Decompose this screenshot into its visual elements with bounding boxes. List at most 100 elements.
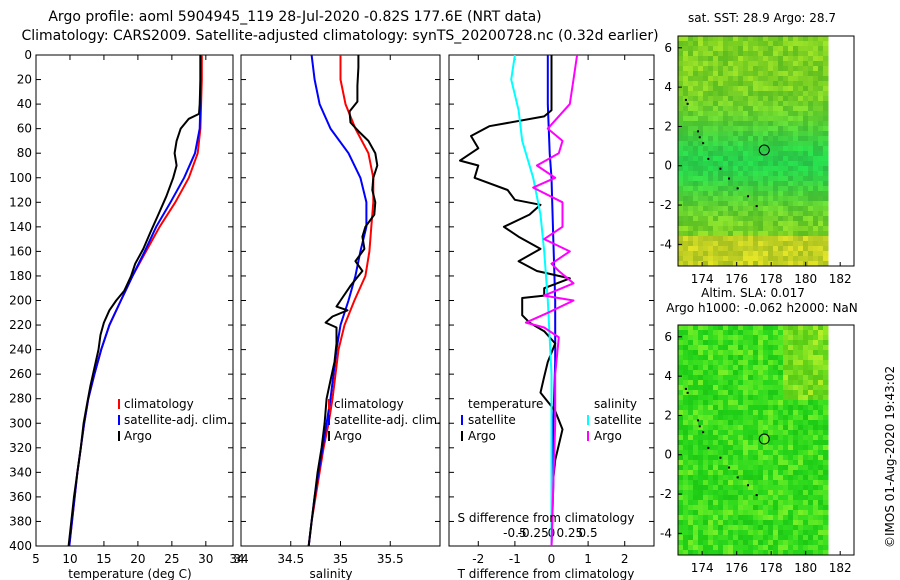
map-cell [708, 465, 714, 471]
map-cell [743, 211, 749, 217]
map-cell [708, 261, 714, 267]
map-cell [738, 156, 744, 162]
map-cell [748, 161, 754, 167]
map-cell [733, 41, 739, 47]
map-cell [688, 206, 694, 212]
map-cell [778, 81, 784, 87]
map-cell [713, 365, 719, 371]
map-cell [713, 71, 719, 77]
map-cell [703, 151, 709, 157]
map-cell [703, 370, 709, 376]
map-cell [818, 131, 824, 137]
map-cell [708, 131, 714, 137]
map-cell [813, 241, 819, 247]
map-cell [773, 226, 779, 232]
map-cell [693, 166, 699, 172]
map-cell [773, 350, 779, 356]
map-cell [768, 71, 774, 77]
map-cell [693, 410, 699, 416]
map-cell [743, 171, 749, 177]
map-cell [708, 520, 714, 526]
map-cell [763, 425, 769, 431]
map-cell [748, 146, 754, 152]
map-cell [723, 91, 729, 97]
map-cell [788, 41, 794, 47]
map-cell [788, 325, 794, 331]
float-position-marker [758, 144, 770, 156]
map-cell [813, 475, 819, 481]
map-cell [748, 520, 754, 526]
map-cell [713, 435, 719, 441]
map-cell [788, 525, 794, 531]
map-cell [738, 455, 744, 461]
map-cell [723, 440, 729, 446]
map-cell [698, 530, 704, 536]
map-cell [813, 450, 819, 456]
map-cell [678, 440, 684, 446]
map-cell [708, 475, 714, 481]
map-cell [758, 435, 764, 441]
map-cell [753, 91, 759, 97]
map-cell [728, 136, 734, 142]
map-cell [708, 171, 714, 177]
map-cell [738, 500, 744, 506]
map-cell [748, 126, 754, 132]
map-cell [723, 121, 729, 127]
map-cell [728, 470, 734, 476]
map-cell [713, 395, 719, 401]
map-cell [813, 410, 819, 416]
map-cell [758, 515, 764, 521]
map-cell [783, 530, 789, 536]
map-cell [698, 500, 704, 506]
map-cell [818, 221, 824, 227]
map-cell [698, 390, 704, 396]
map-cell [818, 540, 824, 546]
map-cell [823, 515, 829, 521]
map-cell [683, 256, 689, 262]
map-cell [703, 41, 709, 47]
map-cell [778, 505, 784, 511]
map-cell [688, 380, 694, 386]
map-cell [738, 251, 744, 257]
map-cell [778, 375, 784, 381]
map-cell [793, 176, 799, 182]
map-cell [818, 76, 824, 82]
map-cell [753, 435, 759, 441]
map-cell [743, 455, 749, 461]
map-cell [813, 196, 819, 202]
map-cell [698, 395, 704, 401]
map-cell [748, 256, 754, 262]
map-cell [703, 530, 709, 536]
map-cell [753, 226, 759, 232]
map-cell [753, 171, 759, 177]
map-cell [813, 550, 819, 556]
map-cell [788, 221, 794, 227]
map-cell [808, 325, 814, 331]
map-cell [733, 470, 739, 476]
map-cell [688, 355, 694, 361]
map-cell [713, 106, 719, 112]
map-cell [758, 505, 764, 511]
map-cell [688, 475, 694, 481]
map-cell [743, 330, 749, 336]
map-cell [708, 151, 714, 157]
map-cell [743, 91, 749, 97]
map-cell [803, 480, 809, 486]
map-cell [763, 221, 769, 227]
map-cell [678, 345, 684, 351]
map-cell [813, 46, 819, 52]
map-cell [688, 96, 694, 102]
map-cell [753, 535, 759, 541]
map-cell [798, 530, 804, 536]
map-cell [688, 256, 694, 262]
map-cell [678, 136, 684, 142]
map-cell [778, 460, 784, 466]
map-cell [693, 510, 699, 516]
map-frame [677, 35, 855, 267]
map-cell [743, 206, 749, 212]
map-cell [783, 335, 789, 341]
map-cell [728, 365, 734, 371]
map-cell [708, 485, 714, 491]
map-cell [808, 340, 814, 346]
map-cell [778, 206, 784, 212]
